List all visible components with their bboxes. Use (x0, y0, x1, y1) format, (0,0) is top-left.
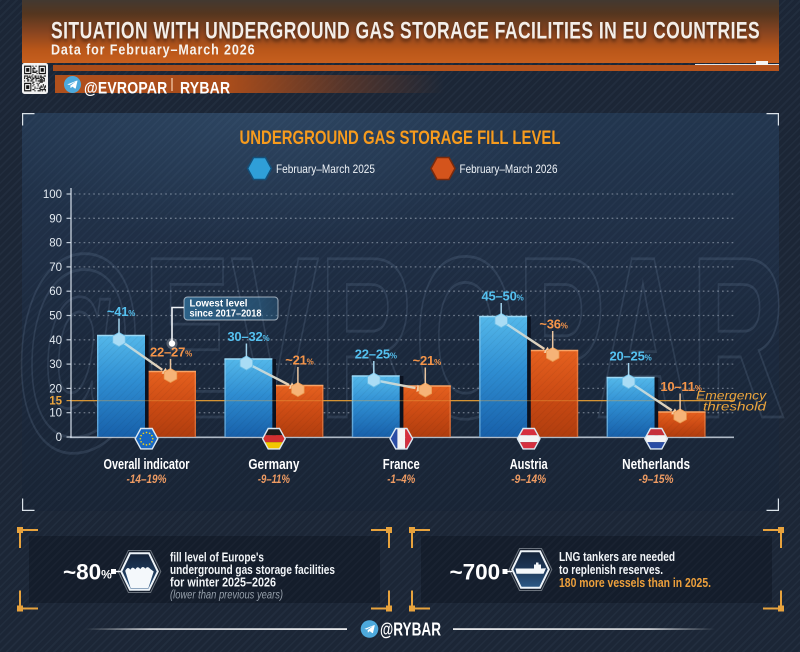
svg-text:for winter 2025–2026: for winter 2025–2026 (170, 576, 276, 590)
svg-text:20–25%: 20–25% (609, 349, 651, 364)
svg-text:(lower than previous years): (lower than previous years) (170, 588, 283, 602)
svg-text:since 2017–2018: since 2017–2018 (190, 308, 262, 319)
svg-text:30: 30 (49, 359, 62, 371)
svg-text:Netherlands: Netherlands (622, 457, 690, 473)
svg-text:45–50%: 45–50% (481, 289, 523, 304)
svg-text:Emergency: Emergency (696, 389, 767, 403)
svg-text:@RYBAR: @RYBAR (380, 620, 441, 640)
svg-text:-9–15%: -9–15% (639, 472, 674, 486)
svg-text:-1–4%: -1–4% (387, 472, 415, 486)
svg-text:180 more vessels than in 2025.: 180 more vessels than in 2025. (559, 576, 711, 590)
svg-text:-9–11%: -9–11% (258, 472, 290, 486)
svg-text:100: 100 (43, 189, 62, 201)
svg-text:UNDERGROUND GAS STORAGE FILL L: UNDERGROUND GAS STORAGE FILL LEVEL (240, 128, 561, 149)
svg-text:90: 90 (49, 213, 62, 225)
svg-text:22–27%: 22–27% (150, 345, 192, 360)
svg-text:underground gas storage facili: underground gas storage facilities (170, 563, 335, 577)
svg-text:40: 40 (49, 335, 62, 347)
svg-text:-9–14%: -9–14% (511, 472, 546, 486)
svg-text:Germany: Germany (248, 457, 299, 473)
svg-text:80: 80 (49, 238, 62, 250)
svg-text:to replenish reserves.: to replenish reserves. (559, 563, 663, 577)
svg-text:Austria: Austria (510, 457, 549, 473)
svg-text:60: 60 (49, 286, 62, 298)
svg-text:LNG tankers are needed: LNG tankers are needed (559, 550, 675, 564)
svg-text:-14–19%: -14–19% (127, 472, 167, 486)
svg-text:20: 20 (49, 383, 62, 395)
svg-text:Overall indicator: Overall indicator (104, 457, 190, 473)
svg-text:~700: ~700 (450, 560, 501, 585)
svg-text:fill level of Europe's: fill level of Europe's (170, 551, 264, 565)
svg-text:February–March 2026: February–March 2026 (460, 162, 558, 176)
svg-text:~80%: ~80% (63, 560, 112, 585)
svg-text:Lowest level: Lowest level (190, 299, 248, 310)
svg-text:February–March 2025: February–March 2025 (276, 162, 375, 176)
svg-text:10: 10 (49, 408, 62, 420)
svg-text:70: 70 (49, 262, 62, 274)
svg-text:22–25%: 22–25% (355, 347, 397, 362)
svg-text:10–11%: 10–11% (660, 379, 701, 394)
svg-text:threshold: threshold (703, 400, 766, 414)
svg-text:50: 50 (49, 311, 62, 323)
svg-text:0: 0 (56, 432, 62, 444)
svg-text:15: 15 (49, 396, 62, 408)
svg-text:30–32%: 30–32% (227, 329, 269, 344)
svg-text:France: France (383, 457, 420, 473)
